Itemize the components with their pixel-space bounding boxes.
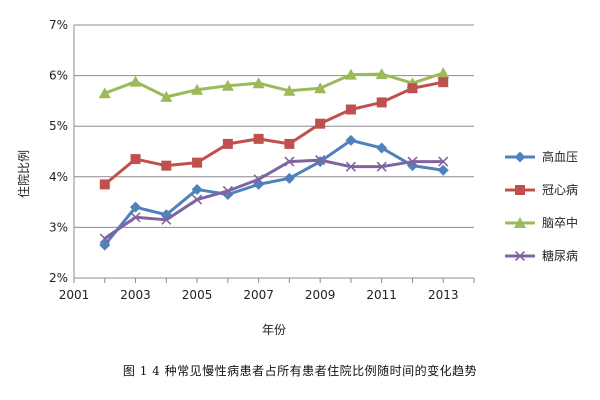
- y-tick-label: 7%: [49, 18, 68, 32]
- data-point: [253, 174, 264, 185]
- data-point: [221, 79, 234, 91]
- data-point: [375, 68, 388, 80]
- data-point: [222, 185, 233, 197]
- data-point: [130, 154, 141, 165]
- data-point: [437, 67, 450, 79]
- series-2: [99, 77, 449, 190]
- x-tick-label: 2005: [182, 288, 213, 302]
- legend-label: 高血压: [542, 149, 578, 164]
- data-point: [192, 157, 203, 168]
- legend-item: 冠心病: [505, 182, 578, 197]
- data-point: [191, 183, 203, 195]
- legend-swatch-marker: [515, 185, 525, 195]
- data-point: [161, 214, 172, 225]
- data-point: [99, 179, 110, 190]
- data-point: [314, 82, 327, 94]
- x-tick-label: 2013: [428, 288, 459, 302]
- y-tick-label: 6%: [49, 69, 68, 83]
- x-tick-label: 2003: [120, 288, 151, 302]
- data-point: [407, 83, 418, 94]
- data-point: [376, 97, 387, 108]
- data-point: [345, 161, 356, 172]
- data-point: [315, 155, 326, 166]
- data-point: [222, 138, 233, 149]
- x-tick-label: 2007: [243, 288, 274, 302]
- legend-label: 糖尿病: [542, 248, 578, 263]
- x-tick-label: 2009: [305, 288, 336, 302]
- series-line: [103, 158, 444, 240]
- data-point: [284, 156, 295, 167]
- data-point: [161, 160, 172, 171]
- data-point: [99, 233, 110, 244]
- data-point: [192, 194, 203, 205]
- data-point: [160, 90, 173, 102]
- data-point: [345, 134, 357, 146]
- x-axis-title: 年份: [262, 323, 286, 337]
- data-point: [407, 156, 418, 167]
- gridlines: [74, 24, 474, 228]
- y-tick-label: 2%: [49, 271, 68, 285]
- series-line: [103, 138, 444, 247]
- legend-item: 糖尿病: [505, 248, 578, 263]
- x-tick-labels: 2001 2003 2005 2007 2009 2011 2013: [59, 288, 459, 302]
- data-point: [344, 68, 357, 80]
- data-point: [315, 118, 326, 129]
- x-tick-label: 2011: [366, 288, 397, 302]
- data-point: [253, 133, 264, 144]
- data-point: [252, 77, 265, 89]
- legend-swatch-marker: [514, 217, 526, 228]
- legend-label: 脑卒中: [542, 215, 578, 230]
- y-tick-label: 3%: [49, 220, 68, 234]
- data-point: [130, 201, 142, 213]
- series-layer: [98, 67, 450, 251]
- data-point: [345, 104, 356, 115]
- data-point: [98, 87, 111, 99]
- y-tick-labels: 2% 3% 4% 5% 6% 7%: [49, 18, 68, 285]
- legend-item: 高血压: [505, 149, 578, 164]
- series-line: [103, 80, 444, 186]
- line-chart: 2% 3% 4% 5% 6% 7% 2001 2003 2005 2007 2009 2011 201…: [17, 18, 578, 337]
- data-point: [283, 84, 296, 96]
- y-axis-title: 住院比例: [17, 150, 31, 198]
- legend-label: 冠心病: [542, 182, 578, 197]
- data-point: [376, 142, 388, 154]
- data-point: [191, 83, 204, 95]
- series-line: [104, 71, 444, 99]
- legend-swatch-marker: [514, 151, 526, 163]
- data-point: [438, 156, 449, 167]
- axes: [73, 25, 475, 283]
- data-point: [283, 172, 295, 184]
- y-tick-label: 5%: [49, 119, 68, 133]
- data-point: [284, 138, 295, 149]
- data-point: [437, 164, 449, 176]
- data-point: [376, 161, 387, 172]
- data-point: [130, 212, 141, 223]
- data-point: [129, 75, 142, 87]
- series-4: [99, 155, 449, 244]
- series-3: [98, 67, 450, 102]
- x-tick-label: 2001: [59, 288, 90, 302]
- series-1: [99, 134, 449, 251]
- legend-item: 脑卒中: [505, 215, 578, 230]
- y-tick-label: 4%: [49, 170, 68, 184]
- legend-swatch-marker: [514, 250, 526, 262]
- figure-caption: 图 1 4 种常见慢性病患者占所有患者住院比例随时间的变化趋势: [122, 364, 478, 378]
- data-point: [438, 77, 449, 88]
